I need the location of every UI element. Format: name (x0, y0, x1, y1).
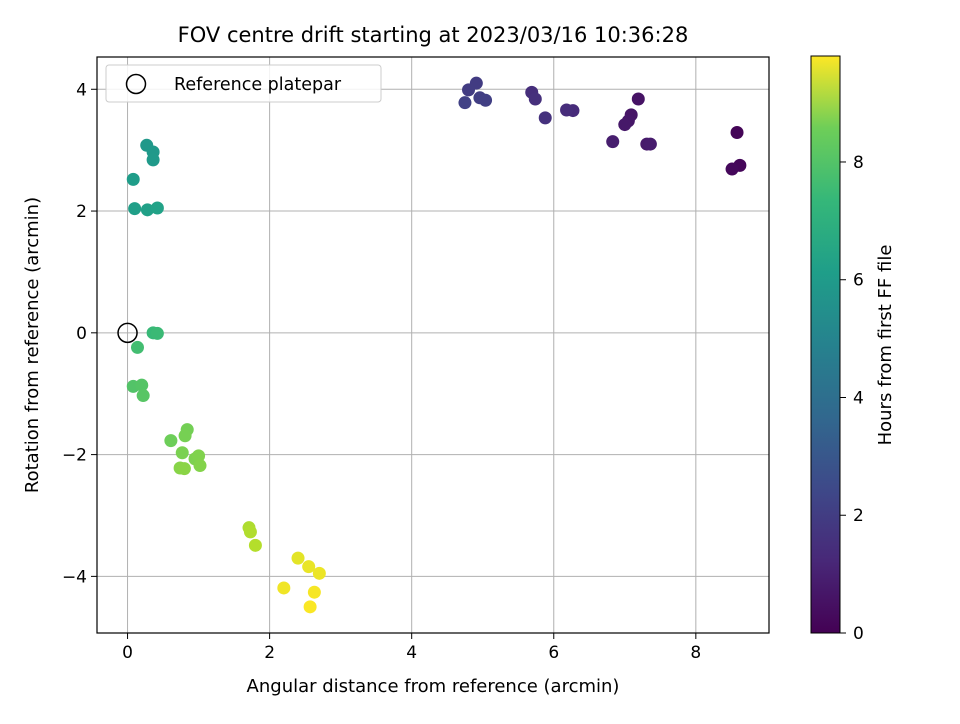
data-point (291, 551, 305, 565)
data-point (140, 203, 154, 217)
chart-title: FOV centre drift starting at 2023/03/16 … (178, 23, 689, 47)
x-tick-label: 8 (690, 643, 701, 663)
data-point (528, 92, 542, 106)
x-tick-label: 6 (548, 643, 559, 663)
y-tick-label: −2 (62, 446, 87, 466)
y-axis-ticks: −4 −2 0 2 4 (62, 80, 97, 587)
y-tick-label: 0 (76, 324, 87, 344)
data-point (458, 96, 472, 110)
colorbar-tick-label: 6 (853, 271, 864, 291)
x-tick-label: 4 (406, 643, 417, 663)
colorbar-tick-label: 0 (853, 624, 864, 644)
data-point (730, 126, 744, 140)
colorbar-label: Hours from first FF file (875, 245, 896, 446)
data-point (606, 135, 620, 149)
data-point (126, 172, 140, 186)
data-point (177, 462, 191, 476)
x-tick-label: 0 (122, 643, 133, 663)
legend-reference-marker (125, 73, 147, 95)
colorbar (810, 55, 841, 634)
data-point (248, 538, 262, 552)
data-point (146, 153, 160, 167)
data-point (192, 449, 206, 463)
data-point (307, 585, 321, 599)
data-points (126, 76, 747, 614)
data-point (277, 581, 291, 595)
y-tick-label: 4 (76, 80, 87, 100)
y-axis-label: Rotation from reference (arcmin) (22, 197, 43, 493)
colorbar-tick-label: 2 (853, 506, 864, 526)
legend-box (105, 64, 382, 103)
data-point (150, 326, 164, 340)
data-point (643, 137, 657, 151)
data-point (312, 566, 326, 580)
data-point (178, 429, 192, 443)
x-axis-ticks: 0 2 4 6 8 (122, 633, 701, 663)
data-point (303, 600, 317, 614)
colorbar-tick-label: 4 (853, 388, 864, 408)
legend-label: Reference platepar (174, 75, 342, 95)
colorbar-ticks: 0 2 4 6 8 (840, 153, 864, 644)
data-point (135, 378, 149, 392)
data-point (631, 92, 645, 106)
data-point (193, 459, 207, 473)
data-point (243, 525, 257, 539)
data-point (725, 162, 739, 176)
grid (97, 57, 769, 633)
reference-marker-layer (117, 322, 138, 344)
data-point (136, 389, 150, 403)
data-point (130, 340, 144, 354)
data-point (150, 201, 164, 215)
y-tick-label: 2 (76, 202, 87, 222)
data-point (302, 560, 316, 574)
colorbar-tick-label: 8 (853, 153, 864, 173)
x-axis-label: Angular distance from reference (arcmin) (247, 676, 620, 697)
data-point (128, 202, 142, 216)
data-point (479, 93, 493, 107)
data-point (560, 103, 574, 117)
reference-platepar-marker (117, 322, 138, 344)
y-tick-label: −4 (62, 567, 87, 587)
x-tick-label: 2 (264, 643, 275, 663)
plot-frame (96, 56, 770, 634)
data-point (538, 111, 552, 125)
data-point (462, 83, 476, 97)
data-point (164, 434, 178, 448)
legend: Reference platepar (105, 64, 382, 103)
data-point (618, 118, 632, 132)
data-point (175, 446, 189, 460)
